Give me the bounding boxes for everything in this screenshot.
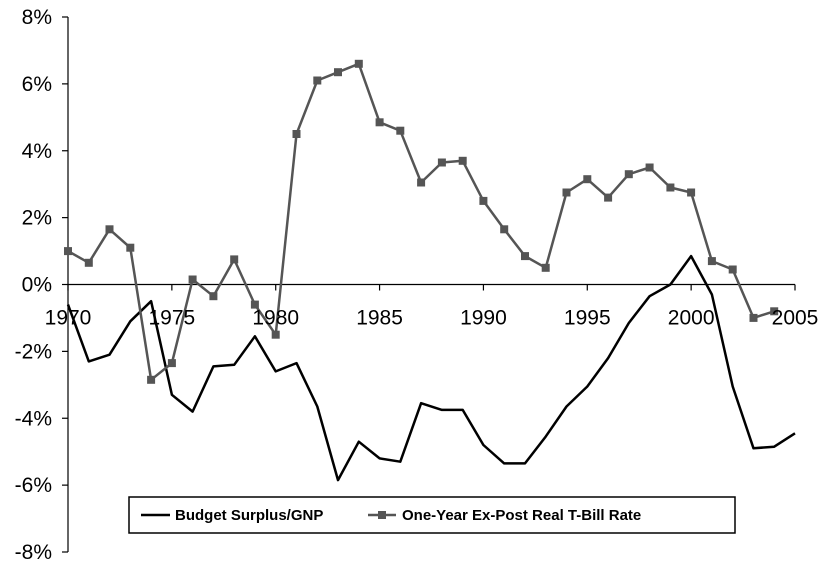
series-point-1	[354, 59, 363, 68]
series-point-1	[375, 118, 384, 127]
legend-label-tbill-rate: One-Year Ex-Post Real T-Bill Rate	[402, 507, 641, 524]
series-point-1	[64, 247, 72, 256]
y-tick-label: 8%	[22, 6, 52, 29]
series-point-1	[230, 255, 239, 264]
x-tick-label: 1975	[148, 307, 195, 330]
series-point-1	[209, 292, 218, 301]
series-point-1	[707, 257, 716, 266]
y-tick-label: 4%	[22, 140, 52, 163]
series-point-1	[562, 188, 571, 197]
series-point-1	[728, 265, 737, 274]
series-line-0	[66, 254, 796, 482]
series-point-1	[666, 183, 675, 192]
series-point-1	[313, 76, 322, 85]
series-point-1	[479, 196, 488, 205]
series-line-1	[67, 62, 775, 382]
series-point-1	[749, 313, 758, 322]
series-point-1	[396, 126, 405, 135]
series-point-1	[105, 225, 114, 234]
legend-label-budget-surplus: Budget Surplus/GNP	[175, 507, 323, 524]
x-tick-label: 2000	[668, 307, 715, 330]
y-tick-label: -2%	[15, 340, 52, 363]
series-point-1	[770, 307, 779, 316]
series-point-1	[188, 275, 197, 284]
y-tick-label: -8%	[15, 541, 52, 564]
x-tick-label: 2005	[772, 307, 819, 330]
series-point-1	[167, 359, 176, 368]
x-tick-label: 1980	[252, 307, 299, 330]
x-tick-label: 1995	[564, 307, 611, 330]
series-point-1	[271, 330, 280, 339]
legend-box	[128, 496, 736, 534]
y-tick-label: 0%	[22, 274, 52, 297]
series-point-1	[583, 175, 592, 184]
series-point-1	[292, 130, 301, 138]
y-tick-label: -6%	[15, 474, 52, 497]
y-tick-label: 2%	[22, 207, 52, 230]
series-point-1	[437, 158, 446, 167]
series-point-1	[84, 258, 93, 267]
series-point-1	[604, 193, 613, 202]
series-layer	[64, 59, 796, 482]
legend: Budget Surplus/GNP One-Year Ex-Post Real…	[128, 496, 736, 534]
x-tick-label: 1990	[460, 307, 507, 330]
series-point-1	[250, 300, 259, 309]
series-point-1	[541, 263, 550, 272]
series-point-1	[521, 252, 529, 261]
series-point-1	[334, 68, 342, 77]
y-axis-tick-labels: -8% -6% -4% -2% 0% 2% 4% 6% 8%	[15, 6, 52, 564]
series-point-1	[624, 170, 633, 179]
series-point-1	[645, 163, 654, 172]
legend-swatch-tbill-marker	[378, 511, 386, 519]
x-axis-tick-labels: 1970 1975 1980 1985 1990 1995 2000 2005	[45, 307, 819, 330]
series-point-1	[500, 225, 509, 234]
y-tick-label: 6%	[22, 73, 52, 96]
series-point-1	[147, 375, 156, 384]
y-tick-label: -4%	[15, 407, 52, 430]
axes	[62, 16, 796, 553]
series-point-1	[687, 188, 696, 197]
series-point-1	[458, 156, 467, 165]
series-point-1	[126, 243, 135, 252]
x-tick-label: 1970	[45, 307, 92, 330]
series-point-1	[417, 178, 426, 187]
x-tick-label: 1985	[356, 307, 403, 330]
